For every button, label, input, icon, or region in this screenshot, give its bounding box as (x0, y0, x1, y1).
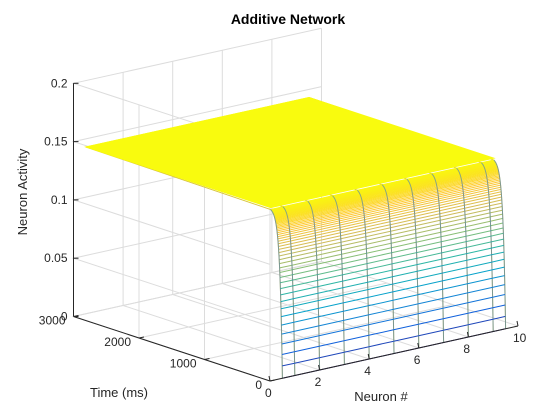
neuron-edge (332, 195, 345, 365)
chart-title: Additive Network (231, 11, 346, 27)
y-tick (138, 336, 145, 339)
y-tick (204, 358, 210, 360)
x-tick-label: 6 (414, 353, 421, 367)
x-tick (318, 364, 321, 371)
neuron-edge (282, 206, 296, 376)
steady-state-plateau (84, 96, 496, 209)
y-tick-label: 1000 (170, 357, 197, 371)
neuron-edge (431, 173, 445, 343)
x-tick-label: 4 (364, 364, 371, 378)
y-axis-label: Time (ms) (90, 385, 148, 400)
x-tick-label: 10 (513, 331, 527, 345)
x-tick (367, 353, 370, 360)
z-tick-label: 0.15 (44, 135, 68, 149)
z-tick-label: 0.05 (44, 251, 68, 265)
y-tick (269, 379, 276, 382)
x-axis-label: Neuron # (354, 389, 408, 404)
x-axis-line (269, 325, 519, 382)
x-tick (466, 331, 469, 338)
neuron-edge (307, 200, 321, 371)
x-tick-label: 0 (265, 386, 272, 400)
neuron-edge (480, 162, 494, 332)
y-tick-label: 2000 (104, 335, 131, 349)
x-tick (268, 375, 271, 382)
y-axis-line (73, 316, 271, 382)
x-tick-label: 2 (315, 375, 322, 389)
neuron-edge (456, 167, 469, 338)
y-tick-label: 0 (255, 378, 262, 392)
x-tick (516, 320, 519, 327)
z-tick-label: 0 (61, 310, 68, 324)
z-axis-label: Neuron Activity (15, 148, 30, 235)
neuron-edge (493, 159, 507, 329)
neuron-edge (381, 184, 395, 354)
axes (73, 82, 519, 382)
y-tick (73, 315, 79, 317)
z-tick-label: 0.2 (51, 76, 68, 90)
y-tick-label: 3000 (39, 314, 66, 328)
neuron-edge (356, 189, 370, 360)
x-tick-label: 8 (463, 342, 470, 356)
surface-mesh (84, 96, 507, 379)
neuron-edge (406, 178, 420, 349)
neuron-edge (270, 209, 283, 379)
x-tick (417, 342, 420, 349)
z-gridline (71, 261, 322, 382)
z-tick-label: 0.1 (51, 193, 68, 207)
